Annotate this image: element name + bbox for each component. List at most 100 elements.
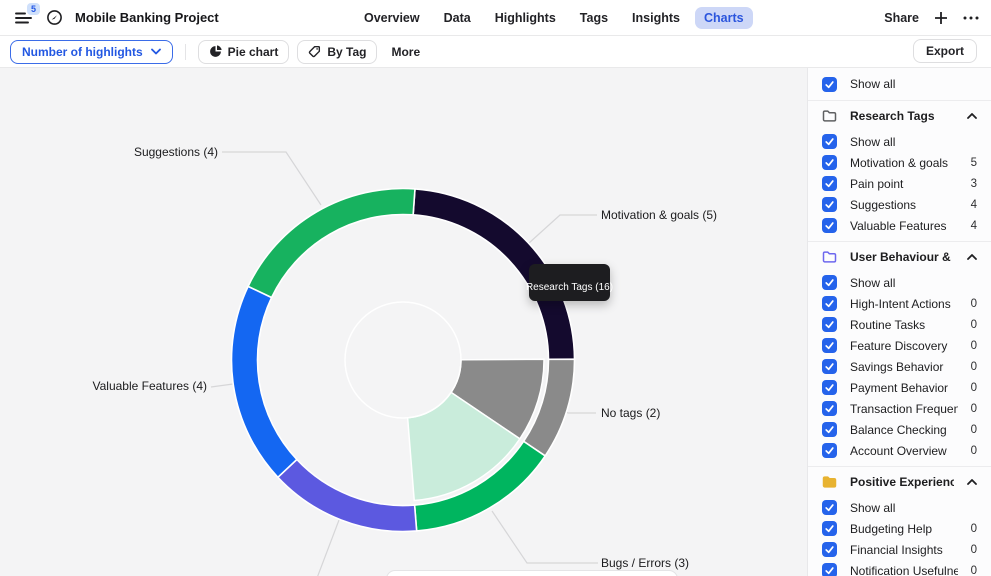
tag-filter-row[interactable]: Savings Behavior 0 — [808, 356, 991, 377]
tag-filter-label: Payment Behavior — [850, 380, 949, 395]
tag-group: User Behaviour & Usa… Show all High-Intent… — [808, 242, 991, 466]
tag-filter-row[interactable]: Financial Insights 0 — [808, 539, 991, 560]
checkbox-checked[interactable] — [822, 500, 837, 515]
tag-filter-row[interactable]: Notification Usefulness 0 — [808, 560, 991, 576]
tab-insights[interactable]: Insights — [632, 10, 680, 25]
tag-filter-row[interactable]: Budgeting Help 0 — [808, 518, 991, 539]
checkbox-checked[interactable] — [822, 76, 837, 92]
tag-group-header[interactable]: Research Tags — [808, 101, 991, 131]
tag-count: 0 — [970, 423, 977, 436]
checkbox-checked[interactable] — [822, 218, 837, 233]
tag-filter-row[interactable]: Show all — [808, 131, 991, 152]
add-icon[interactable] — [935, 11, 947, 24]
chevron-down-icon — [150, 48, 161, 55]
main-menu-button[interactable]: 5 — [12, 2, 40, 29]
donut-center-circle — [344, 301, 462, 419]
pie-segment-valuable-features[interactable] — [230, 285, 298, 479]
tag-filter-label: Motivation & goals — [850, 155, 949, 170]
checkbox-checked[interactable] — [822, 401, 837, 416]
tag-filter-label: Valuable Features — [850, 218, 947, 233]
metric-dropdown-value: Number of highlights — [22, 44, 143, 59]
tag-filter-row[interactable]: Balance Checking 0 — [808, 419, 991, 440]
tag-filter-row[interactable]: Payment Behavior 0 — [808, 377, 991, 398]
metric-dropdown[interactable]: Number of highlights — [10, 39, 173, 64]
tag-filter-row[interactable]: Suggestions 4 — [808, 194, 991, 215]
checkbox-checked[interactable] — [822, 563, 837, 576]
tag-filter-label: Show all — [850, 77, 896, 91]
checkbox-checked[interactable] — [822, 176, 837, 191]
share-button[interactable]: Share — [884, 10, 919, 25]
tag-filter-label: Suggestions — [850, 197, 917, 212]
checkbox-checked[interactable] — [822, 380, 837, 395]
chart-tooltip: Research Tags (16) — [525, 264, 614, 301]
leader-line — [210, 383, 234, 388]
tag-filter-label: Balance Checking — [850, 422, 947, 437]
tooltip-text: Research Tags (16) — [525, 282, 614, 293]
chart-type-label: Pie chart — [227, 44, 279, 59]
chart-type-button[interactable]: Pie chart — [197, 39, 290, 64]
bottom-panel-peek — [386, 570, 678, 576]
more-options-icon[interactable] — [963, 16, 979, 20]
tag-filter-row[interactable]: Transaction Frequency 0 — [808, 398, 991, 419]
checkbox-checked[interactable] — [822, 521, 837, 536]
slice-callout-motivation-goals: Motivation & goals (5) — [601, 208, 718, 222]
chart-canvas: Motivation & goals (5) No tags (2) Bugs / … — [0, 68, 807, 576]
tag-filter-row[interactable]: Show all — [808, 497, 991, 518]
pie-segment-suggestions[interactable] — [247, 187, 416, 299]
tag-filter-row[interactable]: Show all — [808, 68, 991, 100]
tag-filter-row[interactable]: Account Overview 0 — [808, 440, 991, 461]
tag-count: 0 — [970, 297, 977, 310]
tag-count: 3 — [970, 177, 977, 190]
tag-icon — [309, 45, 321, 58]
notification-badge: 5 — [26, 2, 40, 15]
pie-chart[interactable] — [0, 68, 807, 576]
tag-filter-row[interactable]: Pain point 3 — [808, 173, 991, 194]
tag-filter-label: Budgeting Help — [850, 521, 933, 536]
tab-charts[interactable]: Charts — [694, 6, 753, 29]
tag-filter-label: Routine Tasks — [850, 317, 926, 332]
more-button[interactable]: More — [391, 44, 421, 59]
project-title: Mobile Banking Project — [75, 10, 219, 25]
checkbox-checked[interactable] — [822, 134, 837, 149]
checkbox-checked[interactable] — [822, 338, 837, 353]
group-by-button[interactable]: By Tag — [297, 39, 378, 64]
tag-filter-row[interactable]: Motivation & goals 5 — [808, 152, 991, 173]
checkbox-checked[interactable] — [822, 443, 837, 458]
tag-filter-label: Pain point — [850, 176, 904, 191]
tag-filter-label: Savings Behavior — [850, 359, 944, 374]
tag-group-header[interactable]: Positive Experience — [808, 467, 991, 497]
tab-overview[interactable]: Overview — [364, 10, 420, 25]
tag-filter-label: Account Overview — [850, 443, 947, 458]
tag-count: 0 — [970, 360, 977, 373]
checkbox-checked[interactable] — [822, 296, 837, 311]
pie-segment-pain-point[interactable] — [276, 458, 418, 533]
tag-filter-row[interactable]: High-Intent Actions 0 — [808, 293, 991, 314]
tag-filter-row[interactable]: Valuable Features 4 — [808, 215, 991, 236]
chevron-up-icon[interactable] — [967, 254, 977, 260]
checkbox-checked[interactable] — [822, 275, 837, 290]
tag-filter-row[interactable]: Show all — [808, 272, 991, 293]
chevron-up-icon[interactable] — [967, 479, 977, 485]
tag-count: 0 — [970, 381, 977, 394]
tab-tags[interactable]: Tags — [579, 10, 609, 25]
checkbox-checked[interactable] — [822, 422, 837, 437]
tag-filter-row[interactable]: Feature Discovery 0 — [808, 335, 991, 356]
tag-filter-row[interactable]: Routine Tasks 0 — [808, 314, 991, 335]
tag-group-header[interactable]: User Behaviour & Usa… — [808, 242, 991, 272]
tab-highlights[interactable]: Highlights — [494, 10, 556, 25]
export-label: Export — [925, 44, 964, 58]
export-button[interactable]: Export — [912, 39, 977, 63]
checkbox-checked[interactable] — [822, 542, 837, 557]
chevron-up-icon[interactable] — [967, 113, 977, 119]
tag-filter-label: Show all — [850, 275, 896, 290]
checkbox-checked[interactable] — [822, 197, 837, 212]
checkbox-checked[interactable] — [822, 317, 837, 332]
tag-filter-label: Show all — [850, 500, 896, 515]
leader-line — [317, 519, 340, 576]
slice-callout-no-tags: No tags (2) — [601, 406, 661, 420]
checkbox-checked[interactable] — [822, 155, 837, 170]
checkbox-checked[interactable] — [822, 359, 837, 374]
tag-filter-sidebar: Show all Research Tags Show all Motivation … — [807, 68, 991, 576]
tag-filter-label: Feature Discovery — [850, 338, 948, 353]
tab-data[interactable]: Data — [443, 10, 471, 25]
